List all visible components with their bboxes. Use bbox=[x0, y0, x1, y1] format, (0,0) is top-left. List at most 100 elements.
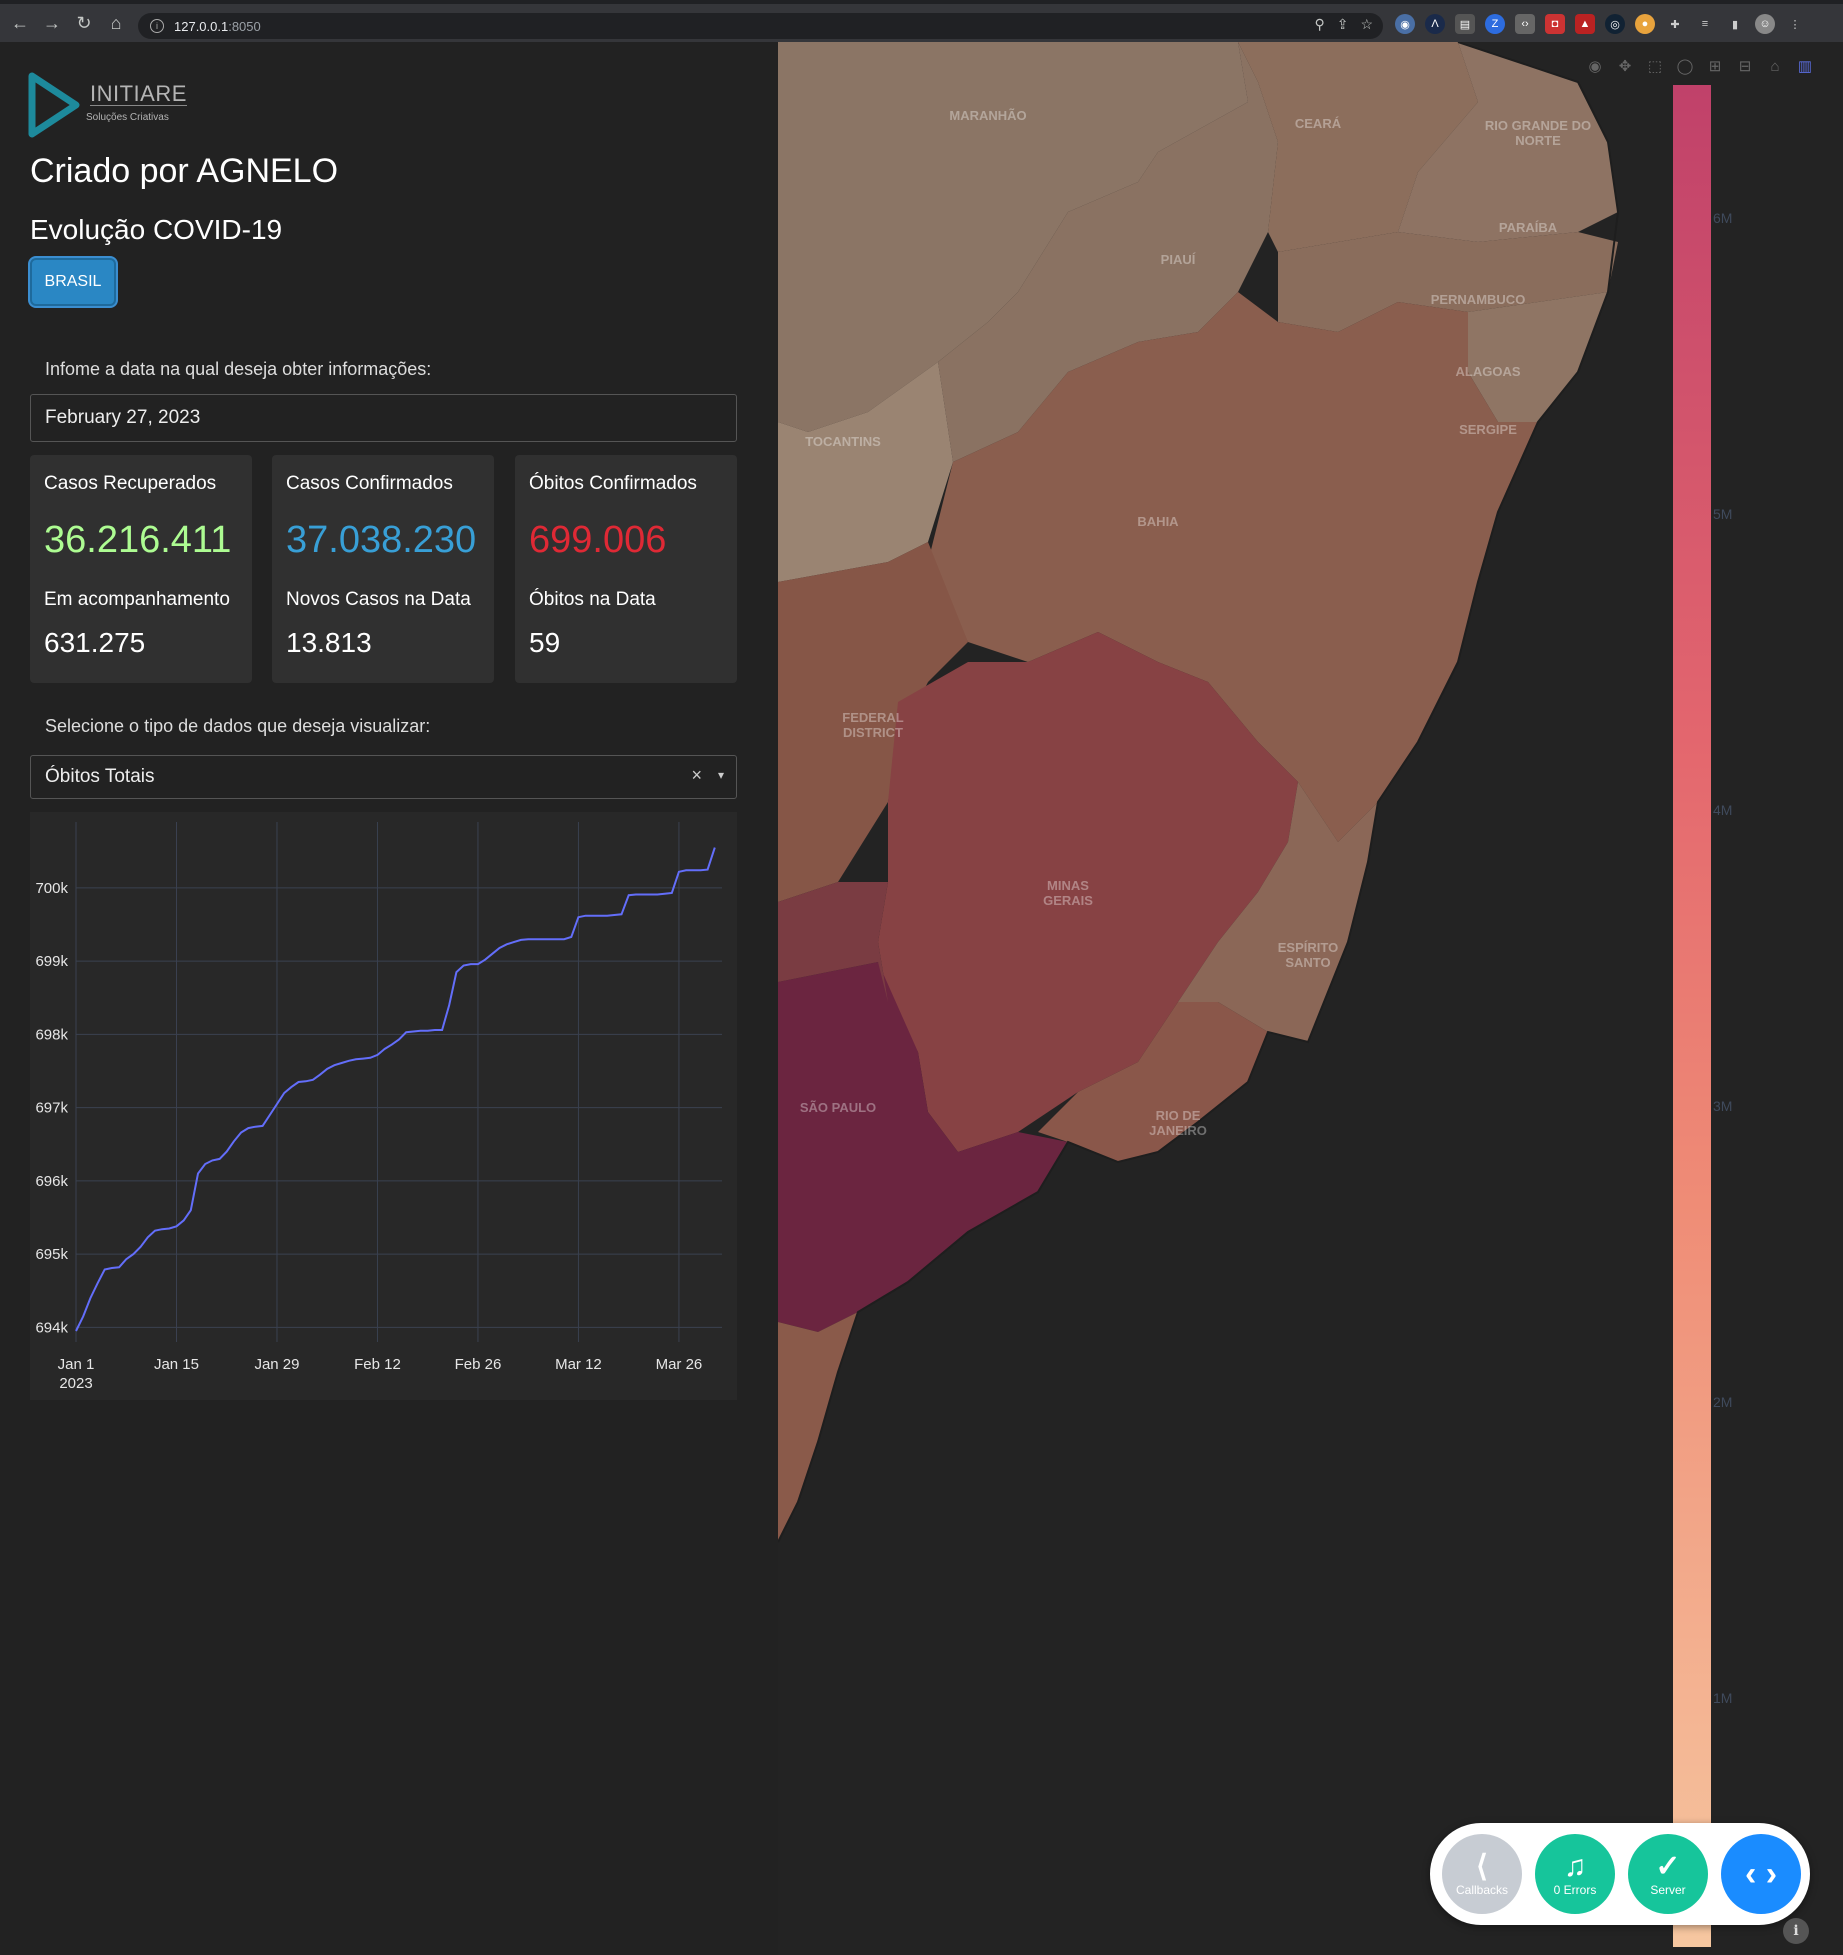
site-info-icon[interactable]: i bbox=[150, 19, 164, 33]
colorbar bbox=[1673, 85, 1711, 1947]
card-subvalue: 631.275 bbox=[44, 627, 146, 658]
colorbar-tick: 6M bbox=[1713, 210, 1733, 226]
callbacks-button[interactable]: ⟨ Callbacks bbox=[1442, 1834, 1522, 1914]
plotly-logo-icon[interactable]: ▥ bbox=[1797, 58, 1813, 75]
x-tick-label: Jan 1 bbox=[58, 1356, 95, 1373]
card-value: 36.216.411 bbox=[44, 519, 232, 561]
share-icon[interactable]: ⇪ bbox=[1336, 16, 1349, 32]
share-icon: ⟨ bbox=[1476, 1850, 1488, 1883]
extension-icon[interactable]: ◎ bbox=[1605, 14, 1625, 34]
extension-icon[interactable]: Λ bbox=[1425, 14, 1445, 34]
map-shapes[interactable] bbox=[778, 42, 1843, 1955]
deaths-line-chart[interactable]: 694k 695k 696k 697k 698k 699k 700k Jan 1 2023 Jan… bbox=[30, 812, 737, 1400]
errors-button[interactable]: ♫ 0 Errors bbox=[1535, 1834, 1615, 1914]
code-toggle-button[interactable]: ‹ › bbox=[1721, 1834, 1801, 1914]
state-piaui bbox=[938, 42, 1278, 462]
x-tick-label: Jan 29 bbox=[254, 1356, 299, 1373]
card-subtitle: Em acompanhamento bbox=[44, 589, 230, 610]
state-rio-de-janeiro bbox=[1038, 1002, 1268, 1162]
back-icon[interactable]: ← bbox=[11, 12, 29, 33]
callbacks-label: Callbacks bbox=[1455, 1883, 1509, 1897]
extension-icon[interactable]: ‹› bbox=[1515, 14, 1535, 34]
y-tick-label: 699k bbox=[35, 953, 68, 970]
state-label: RIO DE JANEIRO bbox=[1149, 1108, 1207, 1138]
state-label: PARAÍBA bbox=[1498, 220, 1558, 235]
check-icon: ✓ bbox=[1655, 1850, 1681, 1883]
state-tocantins bbox=[778, 362, 953, 582]
home-icon[interactable]: ⌂ bbox=[1770, 57, 1780, 75]
date-input[interactable]: February 27, 2023 bbox=[30, 394, 737, 442]
state-label: ESPÍRITO SANTO bbox=[1277, 940, 1339, 970]
x-tick-label: Jan 15 bbox=[154, 1356, 199, 1373]
extension-icon[interactable]: Z bbox=[1485, 14, 1505, 34]
card-title: Casos Confirmados bbox=[286, 473, 453, 494]
x-tick-label: Mar 12 bbox=[555, 1356, 602, 1373]
info-icon[interactable]: i bbox=[1783, 1918, 1809, 1944]
brasil-button[interactable]: BRASIL bbox=[30, 258, 116, 306]
select-label: Selecione o tipo de dados que deseja vis… bbox=[45, 716, 431, 736]
extension-icon[interactable]: ▲ bbox=[1575, 14, 1595, 34]
state-goias-df bbox=[778, 542, 968, 902]
y-tick-label: 695k bbox=[35, 1246, 68, 1263]
y-tick-label: 697k bbox=[35, 1100, 68, 1117]
state-label: PERNAMBUCO bbox=[1430, 292, 1526, 307]
zoom-out-icon[interactable]: ⊟ bbox=[1738, 58, 1752, 75]
state-label: ALAGOAS bbox=[1455, 364, 1521, 379]
server-button[interactable]: ✓ Server bbox=[1628, 1834, 1708, 1914]
box-select-icon[interactable]: ⬚ bbox=[1647, 58, 1663, 75]
state-rn-pb bbox=[1398, 42, 1618, 242]
address-bar[interactable]: i 127.0.0.1:8050 ⚲ ⇪ ☆ bbox=[138, 13, 1383, 39]
errors-label: 0 Errors bbox=[1553, 1883, 1597, 1897]
state-label: FEDERAL DISTRICT bbox=[842, 710, 904, 740]
lasso-icon[interactable]: ◯ bbox=[1676, 58, 1694, 75]
card-subtitle: Óbitos na Data bbox=[529, 589, 656, 610]
state-label: MINAS GERAIS bbox=[1043, 878, 1093, 908]
state-label: PIAUÍ bbox=[1160, 252, 1196, 267]
state-label: BAHIA bbox=[1137, 514, 1179, 529]
x-tick-sublabel: 2023 bbox=[59, 1375, 92, 1392]
clear-icon[interactable]: × bbox=[691, 765, 702, 785]
state-label: RIO GRANDE DO NORTE bbox=[1484, 118, 1592, 148]
logo-tagline: Soluções Criativas bbox=[86, 112, 169, 123]
chevron-down-icon[interactable]: ▾ bbox=[717, 768, 724, 782]
brazil-choropleth-map[interactable]: MARANHÃO CEARÁ RIO GRANDE DO NORTE PARAÍ… bbox=[778, 42, 1843, 1955]
reload-icon[interactable]: ↻ bbox=[76, 12, 92, 33]
creator-title: Criado por AGNELO bbox=[30, 152, 339, 190]
zoom-icon[interactable]: ⚲ bbox=[1314, 16, 1325, 32]
camera-icon[interactable]: ◉ bbox=[1588, 58, 1602, 75]
state-label: SÃO PAULO bbox=[799, 1100, 877, 1115]
bookmark-star-icon[interactable]: ☆ bbox=[1360, 16, 1373, 32]
pan-icon[interactable]: ✥ bbox=[1618, 58, 1632, 75]
x-tick-label: Mar 26 bbox=[656, 1356, 703, 1373]
forward-icon[interactable]: → bbox=[43, 12, 61, 33]
card-value: 37.038.230 bbox=[286, 519, 477, 561]
data-type-dropdown[interactable]: Óbitos Totais × ▾ bbox=[30, 755, 737, 799]
card-value: 699.006 bbox=[529, 519, 667, 561]
extension-icon[interactable]: ◉ bbox=[1395, 14, 1415, 34]
puzzle-icon[interactable]: ✚ bbox=[1670, 18, 1680, 31]
reading-list-icon[interactable]: ≡ bbox=[1701, 18, 1709, 30]
card-subtitle: Novos Casos na Data bbox=[286, 589, 471, 610]
home-icon[interactable]: ⌂ bbox=[110, 12, 122, 33]
x-tick-label: Feb 12 bbox=[354, 1356, 401, 1373]
y-tick-label: 700k bbox=[35, 880, 68, 897]
chart-svg[interactable]: 694k 695k 696k 697k 698k 699k 700k Jan 1 2023 Jan… bbox=[30, 812, 737, 1400]
card-title: Óbitos Confirmados bbox=[529, 473, 697, 494]
extension-icon[interactable]: ◘ bbox=[1545, 14, 1565, 34]
state-ceara bbox=[1238, 42, 1478, 252]
state-sao-paulo bbox=[778, 962, 1068, 1332]
y-tick-label: 694k bbox=[35, 1319, 68, 1336]
state-label: MARANHÃO bbox=[949, 108, 1027, 123]
side-panel-icon[interactable]: ▮ bbox=[1731, 18, 1739, 31]
menu-icon[interactable]: ⋮ bbox=[1789, 18, 1801, 31]
extension-icon[interactable]: ● bbox=[1635, 14, 1655, 34]
y-tick-label: 696k bbox=[35, 1173, 68, 1190]
extension-icon[interactable]: ▤ bbox=[1455, 14, 1475, 34]
code-icon: ‹ › bbox=[1744, 1855, 1778, 1893]
x-tick-label: Feb 26 bbox=[455, 1356, 502, 1373]
zoom-in-icon[interactable]: ⊞ bbox=[1708, 58, 1722, 75]
state-espirito-santo bbox=[1178, 782, 1378, 1042]
colorbar-tick: 1M bbox=[1713, 1690, 1733, 1706]
state-maranhao bbox=[778, 42, 1248, 432]
profile-avatar[interactable]: ☺ bbox=[1755, 14, 1775, 34]
